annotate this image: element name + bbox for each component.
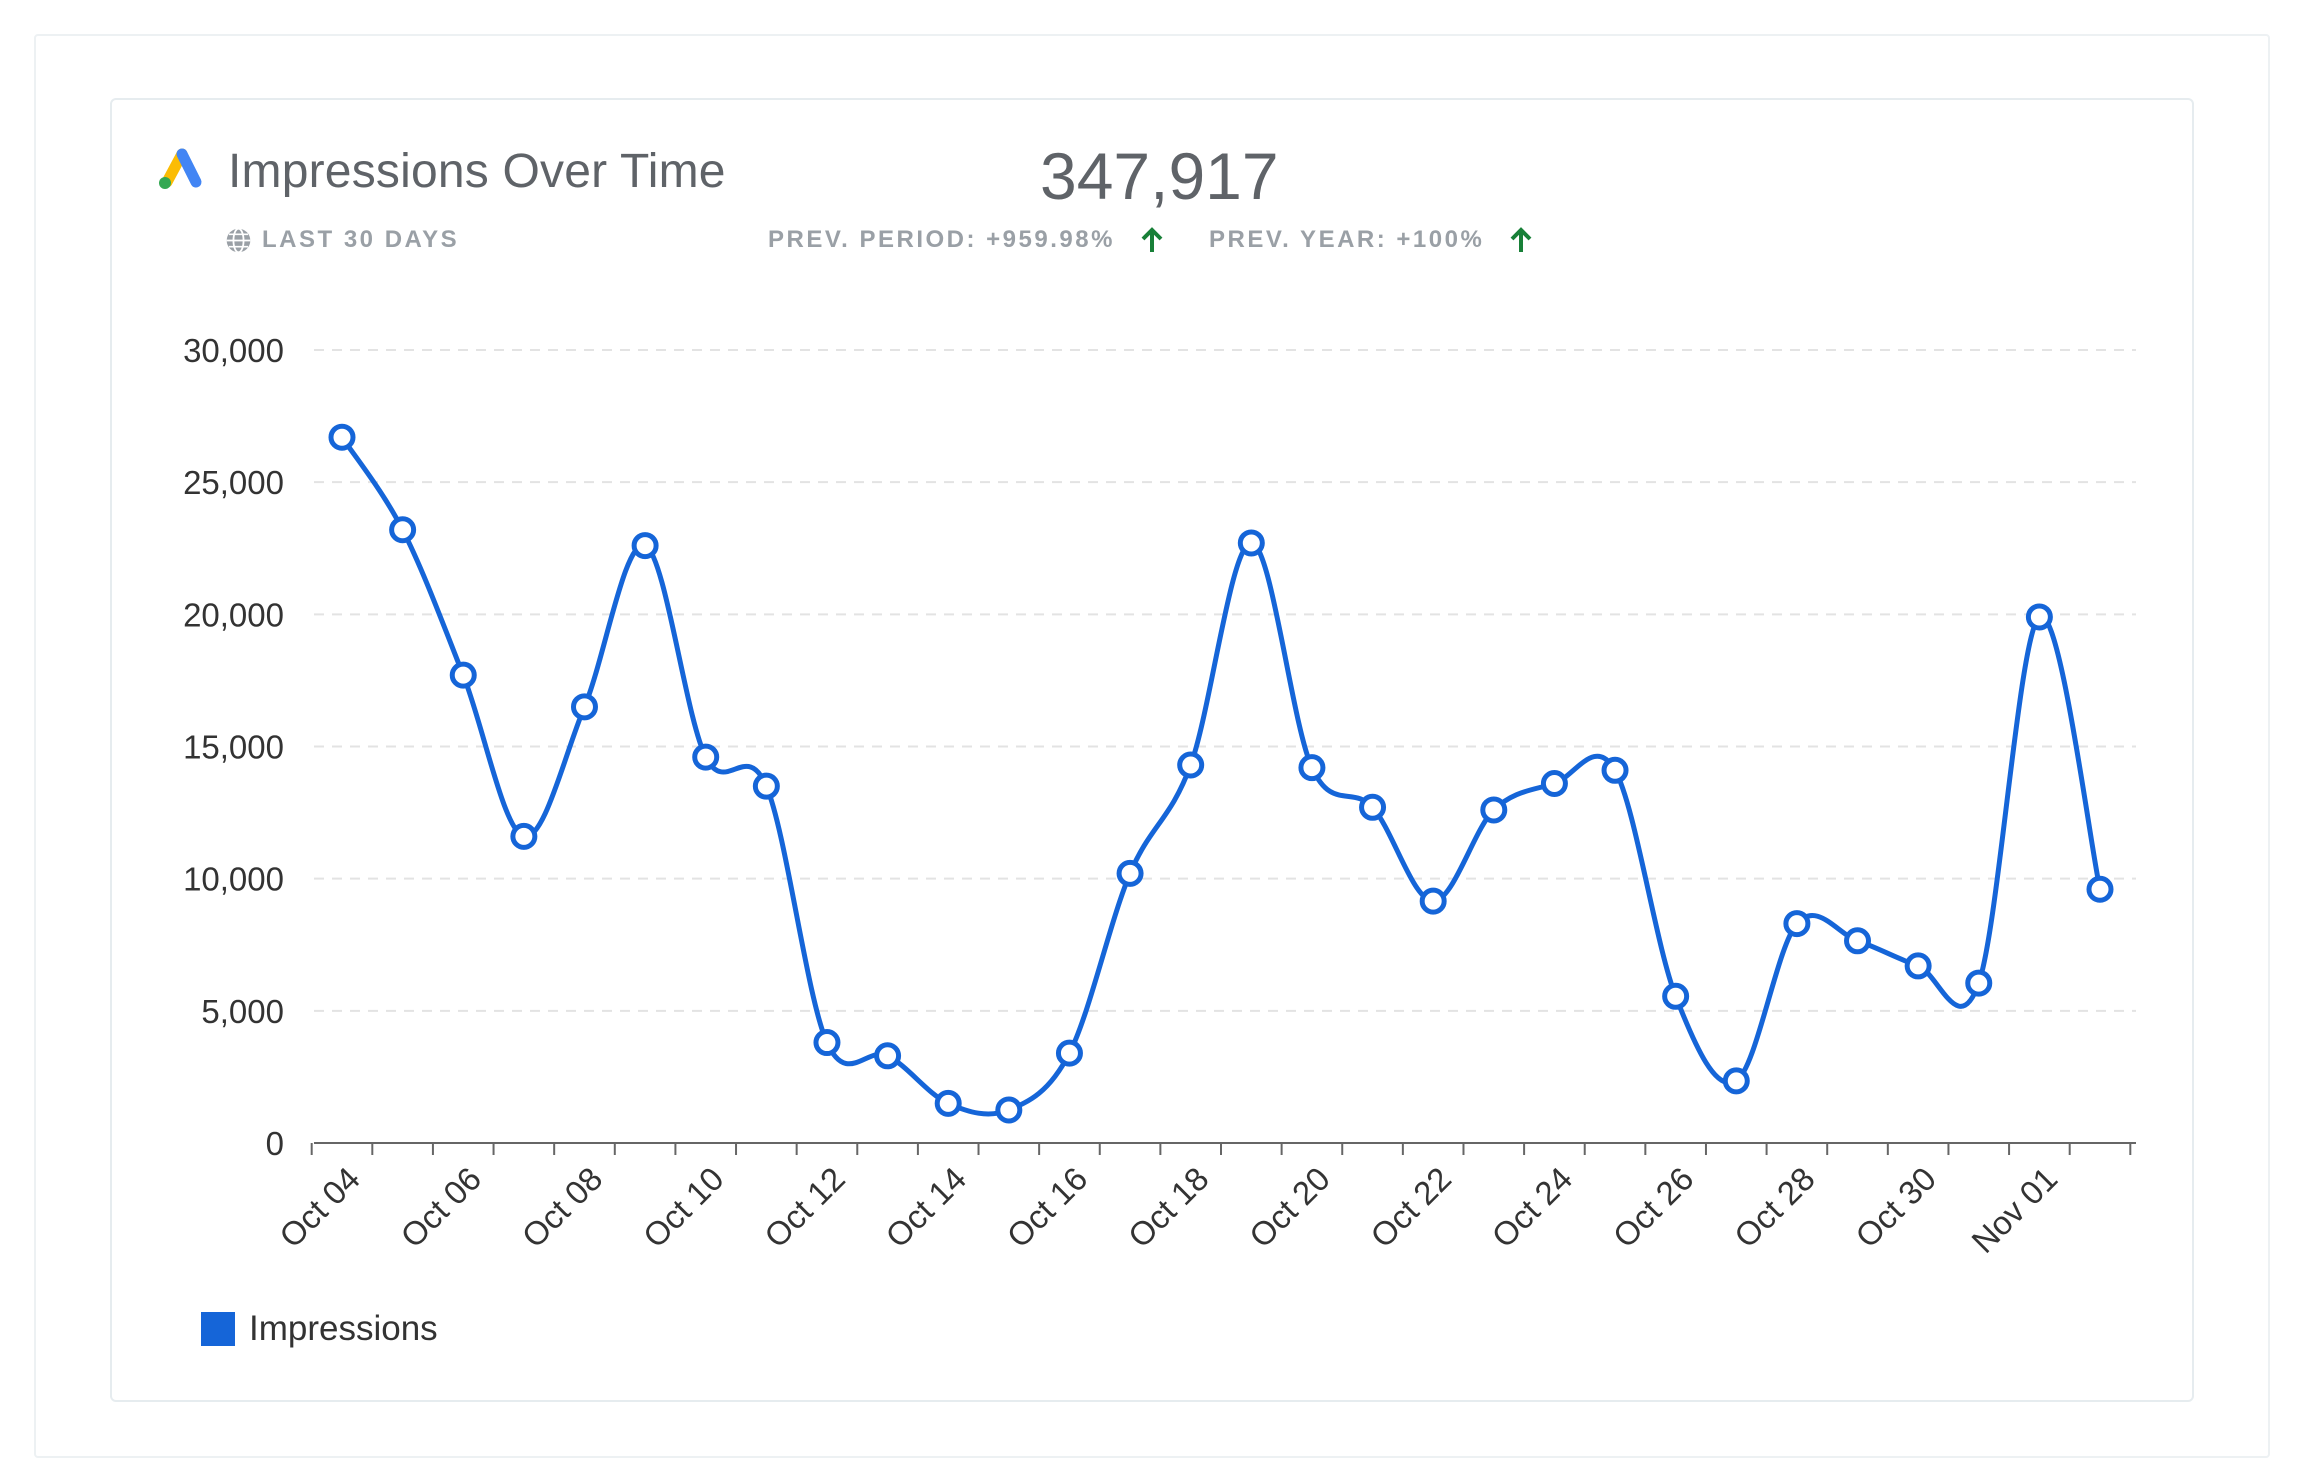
- legend-swatch: [201, 1312, 235, 1346]
- data-point: [934, 1089, 962, 1117]
- data-point: [1783, 910, 1811, 938]
- x-tick-label: Oct 18: [1121, 1160, 1216, 1255]
- chart-card: [110, 98, 2194, 1402]
- prev-year-text: PREV. YEAR: +100%: [1209, 226, 1485, 253]
- logo-green-dot: [159, 177, 171, 189]
- data-point: [1177, 751, 1205, 779]
- series-line-impressions: [339, 435, 2103, 1117]
- prev-period-comparison: PREV. PERIOD: +959.98%: [768, 226, 1165, 254]
- google-ads-logo-icon: [159, 148, 202, 189]
- data-point: [1359, 793, 1387, 821]
- data-point: [2086, 875, 2114, 903]
- legend[interactable]: Impressions: [201, 1309, 438, 1349]
- data-point: [1722, 1067, 1750, 1095]
- data-point: [1965, 969, 1993, 997]
- data-point: [1540, 770, 1568, 798]
- data-point: [813, 1029, 841, 1057]
- x-tick-label: Oct 08: [515, 1160, 610, 1255]
- data-point: [631, 532, 659, 560]
- y-tick-label: 20,000: [183, 596, 284, 633]
- data-point: [1237, 529, 1265, 557]
- x-tick-label: Oct 20: [1242, 1160, 1337, 1255]
- legend-label: Impressions: [249, 1309, 438, 1348]
- data-point: [1844, 927, 1872, 955]
- x-tick-label: Oct 12: [757, 1160, 852, 1255]
- data-point: [1662, 982, 1690, 1010]
- total-impressions-value: 347,917: [1040, 139, 1279, 213]
- x-tick-label: Oct 04: [272, 1160, 367, 1255]
- data-point: [449, 661, 477, 689]
- y-tick-label: 0: [266, 1125, 284, 1162]
- data-point: [510, 822, 538, 850]
- arrow-up-icon: [1510, 227, 1532, 252]
- grid-lines: [314, 349, 2136, 1012]
- x-tick-label: Oct 26: [1606, 1160, 1701, 1255]
- y-tick-label: 15,000: [183, 729, 284, 766]
- x-tick-label: Nov 01: [1964, 1160, 2064, 1260]
- series-line-layer: [339, 435, 2103, 1117]
- chart-title: Impressions Over Time: [228, 145, 726, 198]
- y-tick-label: 30,000: [183, 332, 284, 369]
- globe-icon: [226, 227, 251, 253]
- date-range-label[interactable]: LAST 30 DAYS: [225, 226, 459, 254]
- x-tick-label: Oct 22: [1363, 1160, 1458, 1255]
- x-tick-label: Oct 30: [1848, 1160, 1943, 1255]
- data-point: [1116, 859, 1144, 887]
- x-tick-label: Oct 10: [636, 1160, 731, 1255]
- y-tick-label: 25,000: [183, 464, 284, 501]
- data-point: [995, 1096, 1023, 1124]
- data-point: [1419, 887, 1447, 915]
- data-point: [328, 423, 356, 451]
- x-tick-label: Oct 16: [999, 1160, 1094, 1255]
- date-range-text: LAST 30 DAYS: [262, 226, 460, 253]
- data-point: [1601, 756, 1629, 784]
- data-point: [1055, 1039, 1083, 1067]
- data-point: [1480, 796, 1508, 824]
- data-point: [570, 693, 598, 721]
- data-points: [328, 423, 2114, 1124]
- data-point: [1904, 952, 1932, 980]
- data-point: [1298, 754, 1326, 782]
- data-point: [692, 743, 720, 771]
- axes: 0 5,000 10,000 15,000 20,000 25,000 30,000 Oct …: [183, 332, 2136, 1260]
- data-point: [874, 1042, 902, 1070]
- logo-blue-stroke: [176, 148, 202, 188]
- x-tick-label: Oct 06: [393, 1160, 488, 1255]
- data-point: [389, 516, 417, 544]
- y-tick-label: 5,000: [201, 993, 284, 1030]
- y-tick-label: 10,000: [183, 861, 284, 898]
- arrow-up-icon: [1141, 227, 1163, 252]
- x-tick-label: Oct 14: [878, 1160, 973, 1255]
- data-point: [2025, 603, 2053, 631]
- data-point: [752, 772, 780, 800]
- impressions-line-chart: 0 5,000 10,000 15,000 20,000 25,000 30,000 Oct …: [183, 332, 2136, 1260]
- prev-year-comparison: PREV. YEAR: +100%: [1209, 226, 1534, 254]
- x-tick-label: Oct 28: [1727, 1160, 1822, 1255]
- prev-period-text: PREV. PERIOD: +959.98%: [768, 226, 1115, 253]
- x-tick-label: Oct 24: [1484, 1160, 1579, 1255]
